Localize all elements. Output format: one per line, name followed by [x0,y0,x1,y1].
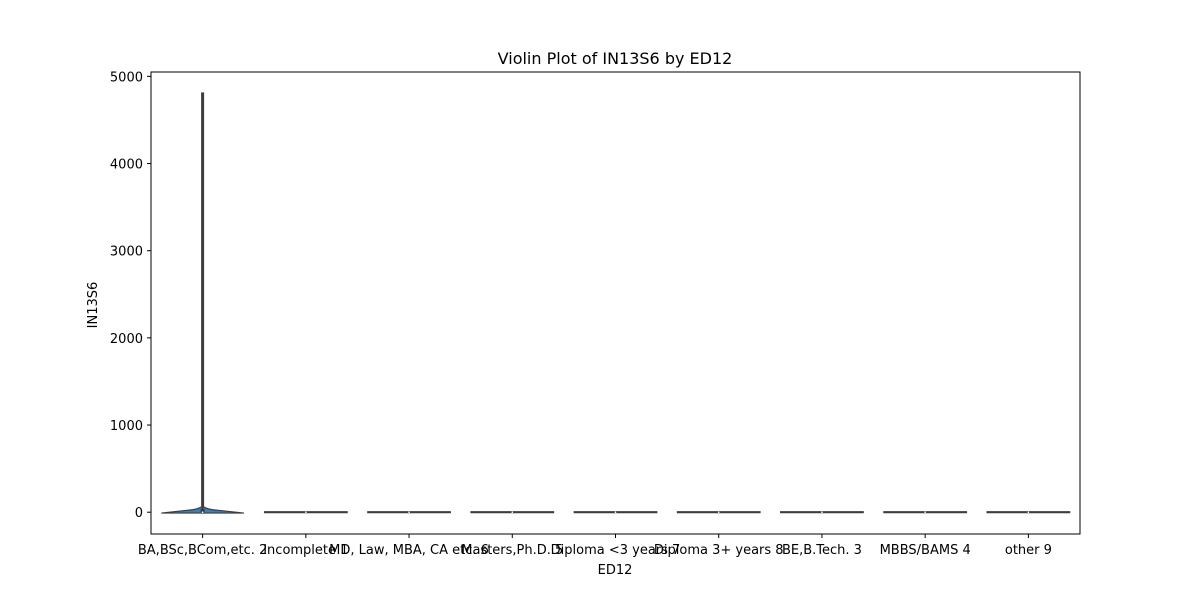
plot-area-frame [150,71,1081,535]
y-axis-label: IN13S6 [86,282,101,329]
x-tick-label: MBBS/BAMS 4 [880,543,971,558]
x-tick-label: BE,B.Tech. 3 [782,543,862,558]
violin-mark [263,511,348,514]
violin-median-point [614,511,617,514]
y-tick-label: 2000 [110,332,143,347]
y-tick-label: 4000 [110,158,143,173]
y-tick-label: 0 [135,506,143,521]
violin-median-point [408,511,410,514]
y-tick-label: 5000 [110,70,143,85]
x-tick-label: Diploma 3+ years 8 [654,543,784,558]
violin-median-point [821,511,823,514]
violin-mark [470,511,555,514]
violin-median-point [201,511,204,514]
violin-median-point [305,511,307,514]
violin-series [161,92,1071,514]
violin-mark [986,511,1071,514]
x-tick-label: other 9 [1005,543,1052,558]
y-tick-label: 3000 [110,245,143,260]
violin-median-point [924,511,926,514]
y-axis: 0 1000 2000 3000 4000 5000 [110,70,151,521]
chart-title: Violin Plot of IN13S6 by ED12 [498,49,733,68]
x-tick-label: Diploma <3 years 7 [551,543,681,558]
x-axis-label: ED12 [598,563,633,578]
violin-mark [883,511,968,514]
violin-median-point [717,511,720,514]
violin-mark [780,511,864,514]
violin-median-point [511,511,514,514]
x-tick-label: BA,BSc,BCom,etc. 2 [138,543,267,558]
violin-mark [573,511,658,514]
violin-median-point [1027,511,1030,514]
violin-mark [676,511,761,514]
y-tick-label: 1000 [110,419,143,434]
violin-mark [367,511,451,514]
violin-mark [161,92,244,514]
x-tick-label: Masters,Ph.D. 5 [461,543,563,558]
x-tick-label: MD, Law, MBA, CA etc. 6 [329,543,489,558]
x-tick-label: Incomplete 1 [263,543,348,558]
